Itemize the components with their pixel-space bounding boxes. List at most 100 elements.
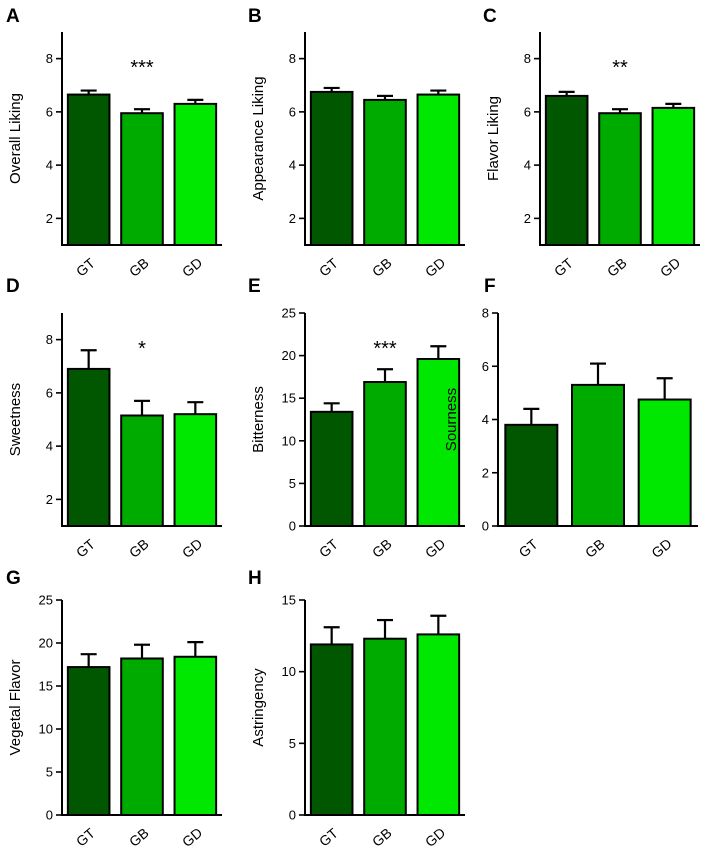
panel-g-ytick-label-25: 25 xyxy=(39,593,53,608)
panel-b: B Appearance Liking 2 4 6 8 GT GB GD xyxy=(248,6,465,280)
panel-d-bar-gt xyxy=(66,367,111,527)
panel-f-ytick-label-2: 2 xyxy=(482,465,489,480)
panel-d-ytick-label-2: 2 xyxy=(46,492,53,507)
panel-d-xtick-label-gt: GT xyxy=(73,536,99,561)
panel-h-xtick-label-gt: GT xyxy=(316,825,342,850)
panel-c-ytick-label-2: 2 xyxy=(524,211,531,226)
panel-c-xtick-label-gt: GT xyxy=(551,255,577,280)
panel-h-xtick-label-gb: GB xyxy=(369,825,395,850)
panel-d-ylabel: Sweetness xyxy=(7,383,24,456)
panel-f-bar-gb xyxy=(571,383,625,528)
panel-d: D Sweetness 2 4 6 8 GT GB GD * xyxy=(6,276,222,561)
panel-f-xtick-label-gt: GT xyxy=(516,536,542,561)
panel-a-significance: *** xyxy=(130,57,154,79)
panel-g-ytick-label-5: 5 xyxy=(46,765,53,780)
panel-a-bar-gt xyxy=(66,93,111,246)
panel-c-ytick-label-8: 8 xyxy=(524,51,531,66)
panel-f-xtick-label-gb: GB xyxy=(582,536,608,561)
panel-e-ytick-label-0: 0 xyxy=(289,519,296,534)
panel-c-bar-gb xyxy=(598,112,642,246)
panel-e-bar-gb xyxy=(363,381,407,527)
panel-c-ytick-label-4: 4 xyxy=(524,158,531,173)
panel-g-ytick-label-15: 15 xyxy=(39,679,53,694)
panel-e-ytick-label-5: 5 xyxy=(289,476,296,491)
panel-b-xtick-label-gt: GT xyxy=(316,255,342,280)
panel-h-ytick-label-0: 0 xyxy=(289,808,296,823)
panel-f-ytick-label-4: 4 xyxy=(482,412,489,427)
panel-e-letter: E xyxy=(248,276,261,297)
panel-e-bar-gt xyxy=(309,410,354,527)
panel-c-bar-gd xyxy=(651,106,696,246)
panel-f: F Sourness 0 2 4 6 8 GT GB GD xyxy=(443,276,698,561)
panel-e-ytick-label-15: 15 xyxy=(282,391,296,406)
panel-b-bar-gt xyxy=(309,90,354,246)
panel-b-ytick-label-2: 2 xyxy=(289,211,296,226)
panel-f-ytick-label-8: 8 xyxy=(482,306,489,321)
panel-d-letter: D xyxy=(6,276,20,297)
panel-a-ytick-label-2: 2 xyxy=(46,211,53,226)
panel-a-bar-gb xyxy=(120,112,164,246)
panel-f-bar-gd xyxy=(637,398,692,527)
panel-b-ylabel: Appearance Liking xyxy=(250,76,267,200)
panel-f-letter: F xyxy=(484,276,496,297)
panel-a-ytick-label-8: 8 xyxy=(46,51,53,66)
panel-f-bar-gt xyxy=(504,423,559,528)
panel-g-xtick-label-gd: GD xyxy=(179,824,205,850)
panel-h-xtick-label-gd: GD xyxy=(422,824,448,850)
panel-h-bar-gd xyxy=(416,633,461,817)
panel-e: E Bitterness 0 5 10 15 20 25 GT GB GD *** xyxy=(248,276,465,561)
panel-d-ytick-label-6: 6 xyxy=(46,385,53,400)
panel-a-xtick-label-gd: GD xyxy=(179,254,205,280)
panel-d-xtick-label-gd: GD xyxy=(179,535,205,561)
panel-e-xtick-label-gd: GD xyxy=(422,535,448,561)
panel-g-ylabel: Vegetal Flavor xyxy=(7,660,24,756)
panel-e-significance: *** xyxy=(373,338,397,360)
panel-e-xtick-label-gb: GB xyxy=(369,536,395,561)
panel-e-ylabel: Bitterness xyxy=(250,386,267,453)
panel-c-bar-gt xyxy=(544,94,589,247)
panel-c-ylabel: Flavor Liking xyxy=(485,96,502,181)
panel-h-letter: H xyxy=(248,568,262,589)
panel-b-bar-gb xyxy=(363,98,407,246)
panel-g-xtick-label-gt: GT xyxy=(73,825,99,850)
panel-c-xtick-label-gd: GD xyxy=(657,254,683,280)
panel-b-ytick-label-6: 6 xyxy=(289,104,296,119)
panel-b-xtick-label-gd: GD xyxy=(422,254,448,280)
panel-d-xtick-label-gb: GB xyxy=(126,536,152,561)
panel-b-ytick-label-8: 8 xyxy=(289,51,296,66)
panel-f-ytick-label-6: 6 xyxy=(482,359,489,374)
panel-g-xtick-label-gb: GB xyxy=(126,825,152,850)
panel-d-ytick-label-4: 4 xyxy=(46,439,53,454)
panel-a-ytick-label-6: 6 xyxy=(46,104,53,119)
panel-g-ytick-label-10: 10 xyxy=(39,722,53,737)
panel-a: A Overall Liking 2 4 6 8 GT GB GD *** xyxy=(6,6,222,280)
panel-c-letter: C xyxy=(483,6,497,27)
panel-e-ytick-label-25: 25 xyxy=(282,306,296,321)
panel-g: G Vegetal Flavor 0 5 10 15 20 25 GT GB GD xyxy=(6,568,222,850)
panel-h-ytick-label-10: 10 xyxy=(282,664,296,679)
panel-d-significance: * xyxy=(138,338,146,360)
panel-a-bar-gd xyxy=(173,102,218,246)
panel-f-ytick-label-0: 0 xyxy=(482,519,489,534)
panel-g-bar-gb xyxy=(120,657,164,816)
panel-g-bar-gt xyxy=(66,666,111,817)
panel-h-bar-gt xyxy=(309,643,354,817)
panel-b-ytick-label-4: 4 xyxy=(289,158,296,173)
panel-a-letter: A xyxy=(6,6,20,27)
panel-d-bar-gb xyxy=(120,414,164,528)
panel-g-letter: G xyxy=(6,568,21,589)
panel-h-ytick-label-5: 5 xyxy=(289,736,296,751)
panel-b-xtick-label-gb: GB xyxy=(369,255,395,280)
panel-c-ytick-label-6: 6 xyxy=(524,104,531,119)
panel-b-letter: B xyxy=(248,6,262,27)
panel-e-ytick-label-20: 20 xyxy=(282,348,296,363)
panel-d-bar-gd xyxy=(173,413,218,527)
panel-h-ytick-label-15: 15 xyxy=(282,593,296,608)
panel-h-ylabel: Astringency xyxy=(250,668,267,747)
panel-c-significance: ** xyxy=(612,57,628,79)
panel-a-ytick-label-4: 4 xyxy=(46,158,53,173)
panel-c-xtick-label-gb: GB xyxy=(604,255,630,280)
panel-a-xtick-label-gt: GT xyxy=(73,255,99,280)
panel-h: H Astringency 0 5 10 15 GT GB GD xyxy=(248,568,465,850)
panel-g-ytick-label-20: 20 xyxy=(39,636,53,651)
